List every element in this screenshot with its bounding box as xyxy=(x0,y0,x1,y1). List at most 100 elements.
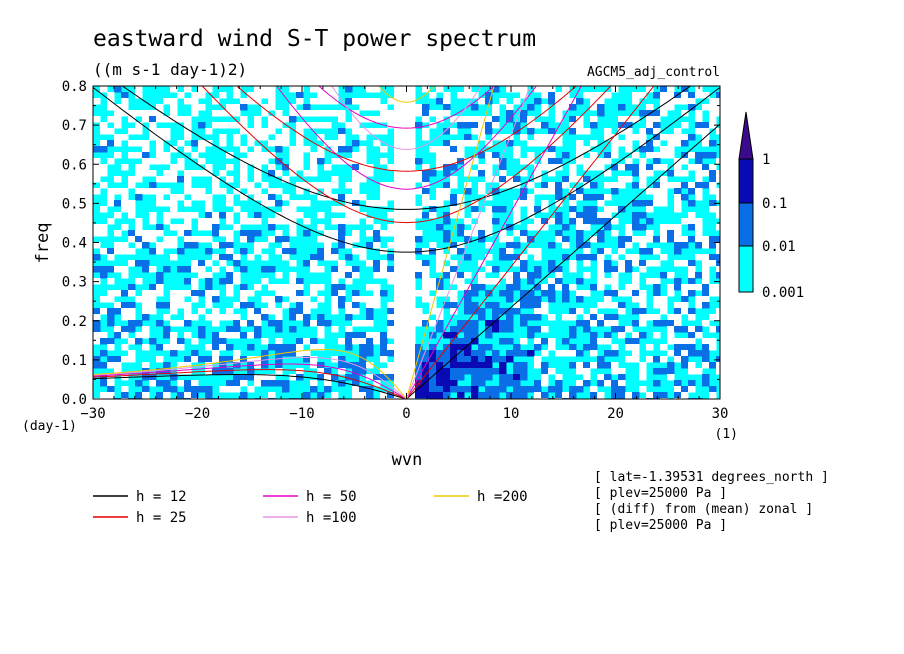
power-cell xyxy=(583,176,591,183)
power-cell xyxy=(471,170,479,177)
power-cell xyxy=(184,290,192,297)
power-cell xyxy=(233,326,241,333)
power-cell xyxy=(401,362,409,369)
power-cell xyxy=(212,212,220,219)
power-cell xyxy=(247,302,255,309)
power-cell xyxy=(128,152,136,159)
power-cell xyxy=(541,326,549,333)
power-cell xyxy=(282,212,290,219)
power-cell xyxy=(226,272,234,279)
power-cell xyxy=(261,242,269,249)
power-cell xyxy=(597,110,605,117)
power-cell xyxy=(359,392,367,399)
power-cell xyxy=(436,392,444,399)
power-cell xyxy=(548,188,556,195)
power-cell xyxy=(632,338,640,345)
power-cell xyxy=(485,266,493,273)
power-cell xyxy=(107,116,115,123)
power-cell xyxy=(688,386,696,393)
power-cell xyxy=(191,236,199,243)
power-cell xyxy=(261,104,269,111)
power-cell xyxy=(317,284,325,291)
power-cell xyxy=(289,152,297,159)
power-cell xyxy=(583,92,591,99)
power-cell xyxy=(401,278,409,285)
power-cell xyxy=(170,110,178,117)
power-cell xyxy=(611,182,619,189)
power-cell xyxy=(534,344,542,351)
power-cell xyxy=(646,128,654,135)
power-cell xyxy=(401,152,409,159)
power-cell xyxy=(366,332,374,339)
power-cell xyxy=(478,116,486,123)
power-cell xyxy=(156,248,164,255)
power-cell xyxy=(527,290,535,297)
power-cell xyxy=(415,350,423,357)
power-cell xyxy=(674,380,682,387)
power-cell xyxy=(688,278,696,285)
power-cell xyxy=(639,182,647,189)
power-cell xyxy=(380,116,388,123)
power-cell xyxy=(268,170,276,177)
power-cell xyxy=(296,86,304,93)
power-cell xyxy=(254,356,262,363)
power-cell xyxy=(513,362,521,369)
power-cell xyxy=(611,350,619,357)
power-cell xyxy=(331,278,339,285)
power-cell xyxy=(583,218,591,225)
power-cell xyxy=(170,386,178,393)
power-cell xyxy=(282,386,290,393)
power-cell xyxy=(100,266,108,273)
power-cell xyxy=(191,356,199,363)
power-cell xyxy=(576,386,584,393)
power-cell xyxy=(282,176,290,183)
power-cell xyxy=(653,284,661,291)
power-cell xyxy=(247,344,255,351)
power-cell xyxy=(569,362,577,369)
power-cell xyxy=(205,164,213,171)
power-cell xyxy=(674,128,682,135)
power-cell xyxy=(184,380,192,387)
power-cell xyxy=(114,116,122,123)
power-cell xyxy=(135,260,143,267)
power-cell xyxy=(457,224,465,231)
power-cell xyxy=(359,152,367,159)
power-cell xyxy=(107,140,115,147)
power-cell xyxy=(226,110,234,117)
power-cell xyxy=(429,122,437,129)
power-cell xyxy=(394,236,402,243)
power-cell xyxy=(184,320,192,327)
power-cell xyxy=(492,368,500,375)
power-cell xyxy=(233,350,241,357)
power-cell xyxy=(121,188,129,195)
power-cell xyxy=(310,380,318,387)
power-cell xyxy=(681,98,689,105)
power-cell xyxy=(261,338,269,345)
power-cell xyxy=(156,242,164,249)
power-cell xyxy=(611,188,619,195)
power-cell xyxy=(506,338,514,345)
power-cell xyxy=(436,380,444,387)
power-cell xyxy=(205,218,213,225)
power-cell xyxy=(478,284,486,291)
power-cell xyxy=(177,92,185,99)
power-cell xyxy=(289,344,297,351)
power-cell xyxy=(142,116,150,123)
power-cell xyxy=(387,320,395,327)
power-cell xyxy=(688,188,696,195)
power-cell xyxy=(114,110,122,117)
power-cell xyxy=(464,170,472,177)
power-cell xyxy=(541,392,549,399)
power-cell xyxy=(429,308,437,315)
power-cell xyxy=(282,248,290,255)
power-cell xyxy=(422,266,430,273)
power-cell xyxy=(499,374,507,381)
y-tick-label: 0.7 xyxy=(62,118,87,134)
power-cell xyxy=(499,326,507,333)
power-cell xyxy=(156,230,164,237)
power-cell xyxy=(604,260,612,267)
power-cell xyxy=(261,266,269,273)
power-cell xyxy=(611,272,619,279)
power-cell xyxy=(527,122,535,129)
power-cell xyxy=(219,338,227,345)
